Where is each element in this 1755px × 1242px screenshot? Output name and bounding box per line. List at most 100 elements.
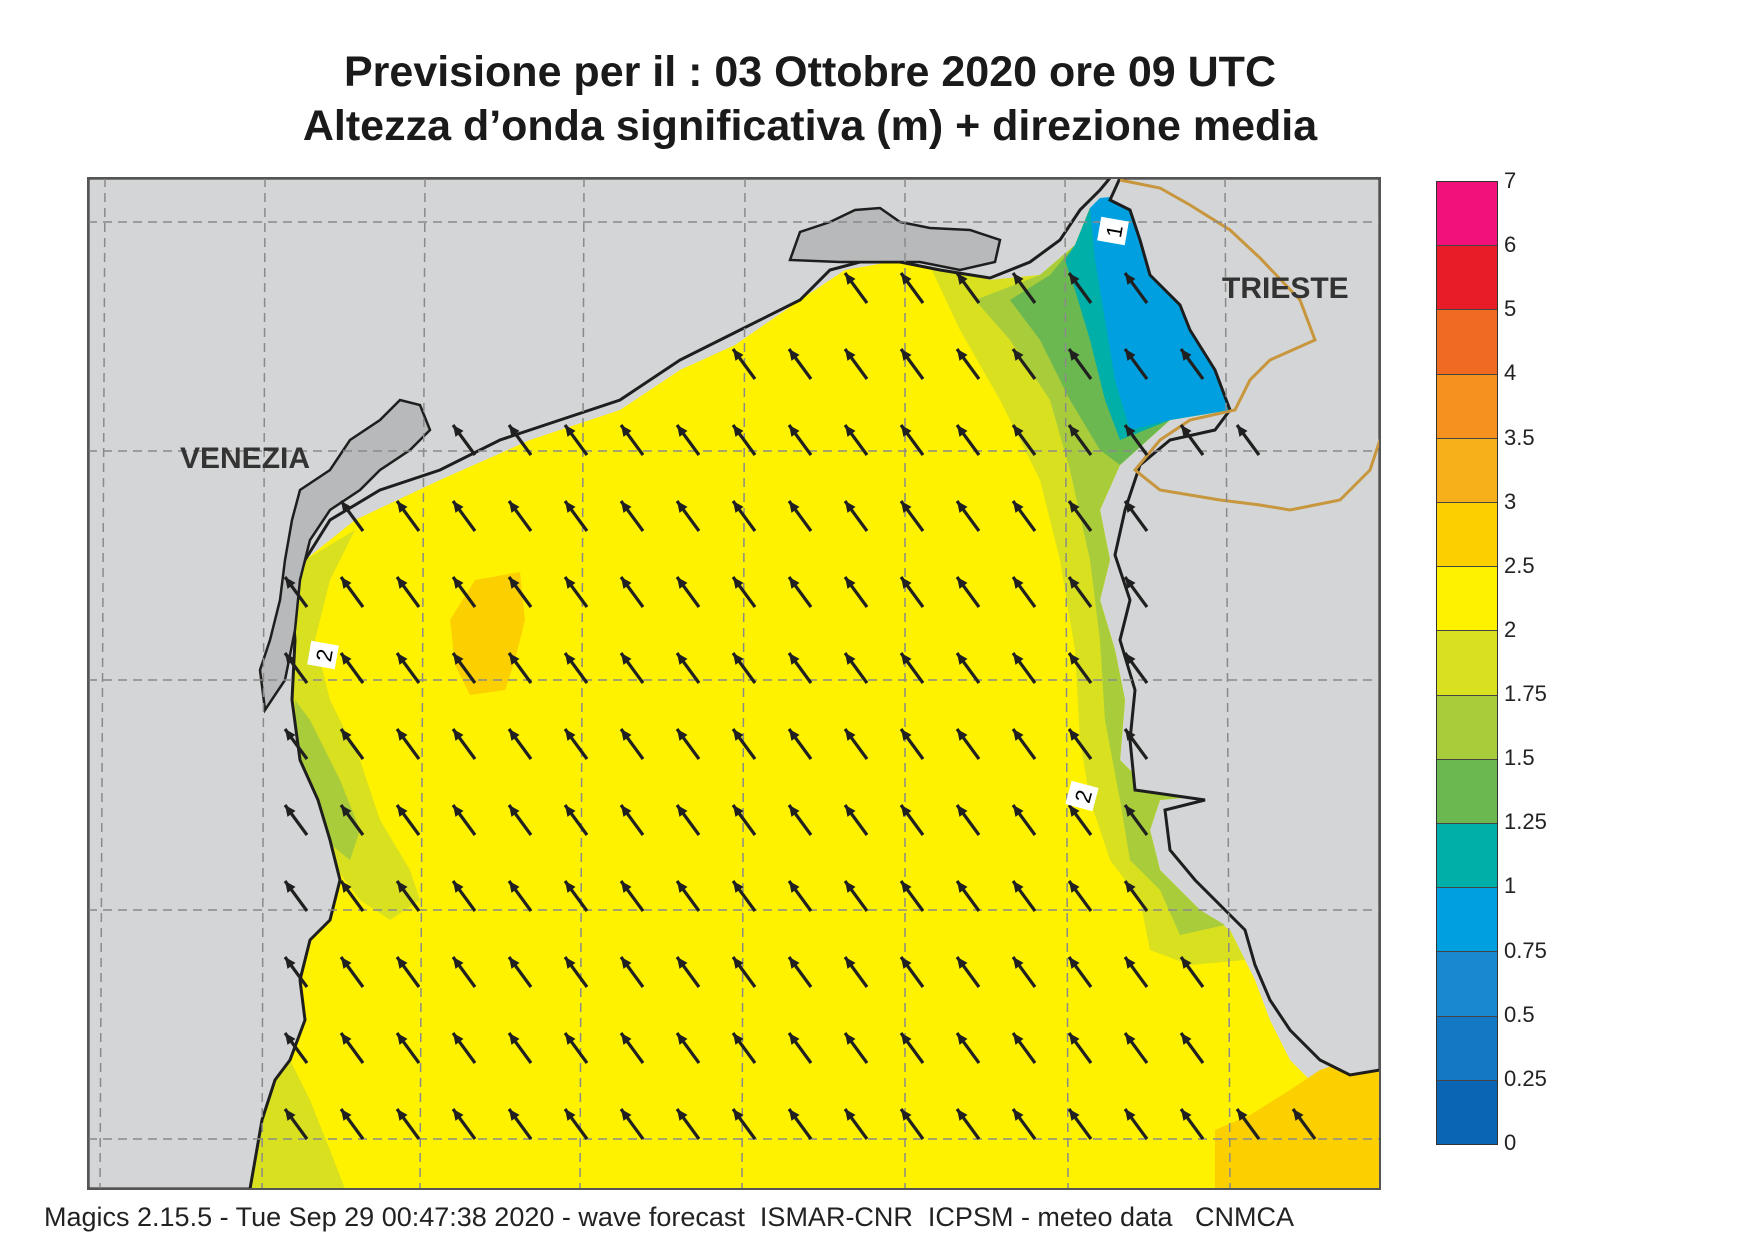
contour-label-venezia: 2 [307, 640, 339, 670]
wave-arrow [1067, 576, 1093, 608]
wave-arrow [507, 1108, 533, 1140]
legend-swatch [1437, 310, 1497, 375]
place-label-venezia: VENEZIA [180, 442, 311, 475]
wave-arrow [395, 652, 421, 684]
wave-arrow [731, 1108, 757, 1140]
wave-arrow [1123, 956, 1149, 988]
wave-arrow [675, 804, 701, 836]
wave-arrow [619, 500, 645, 532]
wave-arrow [955, 1108, 981, 1140]
wave-arrow [451, 804, 477, 836]
wave-arrow [1123, 804, 1149, 836]
wave-arrow [787, 956, 813, 988]
wave-arrow [1011, 576, 1037, 608]
legend-tick-label: 3.5 [1504, 424, 1535, 450]
legend-swatch [1437, 1016, 1497, 1081]
wave-arrow [899, 1032, 925, 1064]
wave-arrow [1123, 728, 1149, 760]
legend-tick-label: 1.75 [1504, 681, 1547, 707]
wave-arrow [1179, 956, 1205, 988]
legend-tick-label: 4 [1504, 360, 1517, 386]
wave-arrow [619, 1108, 645, 1140]
wave-arrow [955, 728, 981, 760]
wave-arrow [1067, 1108, 1093, 1140]
wave-arrow [1011, 500, 1037, 532]
wave-arrow [787, 348, 813, 380]
wave-arrow [507, 956, 533, 988]
wave-arrow [1123, 1032, 1149, 1064]
lagoon-venezia [258, 398, 432, 714]
wave-arrow [339, 1032, 365, 1064]
wave-arrow [507, 500, 533, 532]
legend-tick-label: 3 [1504, 488, 1517, 514]
wave-arrow [1179, 1032, 1205, 1064]
wave-arrow [507, 1032, 533, 1064]
wave-arrow [675, 880, 701, 912]
wave-arrow [675, 424, 701, 456]
wave-arrow [731, 500, 757, 532]
contour-label-text: 1 [1101, 223, 1128, 239]
land-east [1108, 178, 1380, 1077]
legend-tick-label: 2.5 [1504, 552, 1535, 578]
wave-arrow [1067, 272, 1093, 304]
legend-swatch [1437, 246, 1497, 311]
wave-arrow [395, 576, 421, 608]
wave-arrow [619, 424, 645, 456]
wave-arrow [843, 348, 869, 380]
legend-tick-label: 1 [1504, 873, 1517, 899]
color-legend [1436, 181, 1498, 1145]
wave-arrow [1011, 880, 1037, 912]
zone-coastal-west-inner [295, 700, 360, 860]
wave-arrow [1067, 424, 1093, 456]
legend-tick-label: 0.5 [1504, 1001, 1535, 1027]
wave-arrow [1011, 728, 1037, 760]
wave-arrow [563, 1032, 589, 1064]
contour-label-east: 2 [1065, 780, 1099, 812]
wave-arrow [451, 728, 477, 760]
wave-arrow [1123, 348, 1149, 380]
legend-swatch [1437, 952, 1497, 1017]
wave-arrow [675, 1108, 701, 1140]
wave-arrow [675, 956, 701, 988]
wave-arrow [787, 880, 813, 912]
wave-arrow [619, 1032, 645, 1064]
wave-arrow [899, 728, 925, 760]
legend-tick-label: 7 [1504, 168, 1517, 193]
wave-arrow [843, 728, 869, 760]
legend-swatch [1437, 888, 1497, 953]
wave-arrow [395, 880, 421, 912]
wave-arrow [507, 424, 533, 456]
legend-swatch [1437, 759, 1497, 825]
wave-arrow [395, 1032, 421, 1064]
legend-tick-label: 5 [1504, 296, 1517, 322]
map-grid [88, 178, 1380, 1189]
wave-arrow [675, 728, 701, 760]
wave-arrow [451, 576, 477, 608]
wave-arrow [395, 500, 421, 532]
legend-swatch [1437, 374, 1497, 439]
wave-arrow [1235, 424, 1261, 456]
wave-arrow [843, 424, 869, 456]
wave-arrow [843, 804, 869, 836]
wave-arrow [339, 880, 365, 912]
wave-arrow [731, 652, 757, 684]
wave-arrow [563, 576, 589, 608]
wave-arrow [899, 576, 925, 608]
wave-arrow [563, 652, 589, 684]
wave-arrow [843, 500, 869, 532]
wave-arrow [955, 880, 981, 912]
wave-arrow [1067, 1032, 1093, 1064]
wave-arrow [787, 500, 813, 532]
wave-arrow [339, 728, 365, 760]
wave-arrow [899, 956, 925, 988]
legend-swatch [1437, 695, 1497, 760]
border-line [1119, 178, 1380, 512]
legend-swatch [1437, 824, 1497, 889]
wave-direction-arrows [283, 272, 1317, 1140]
legend-tick-label: 0 [1504, 1130, 1517, 1155]
wave-arrow [619, 728, 645, 760]
zone-2.5-3-offshore [450, 572, 525, 695]
wave-arrow [1067, 880, 1093, 912]
wave-arrow [731, 424, 757, 456]
wave-arrow [395, 1108, 421, 1140]
